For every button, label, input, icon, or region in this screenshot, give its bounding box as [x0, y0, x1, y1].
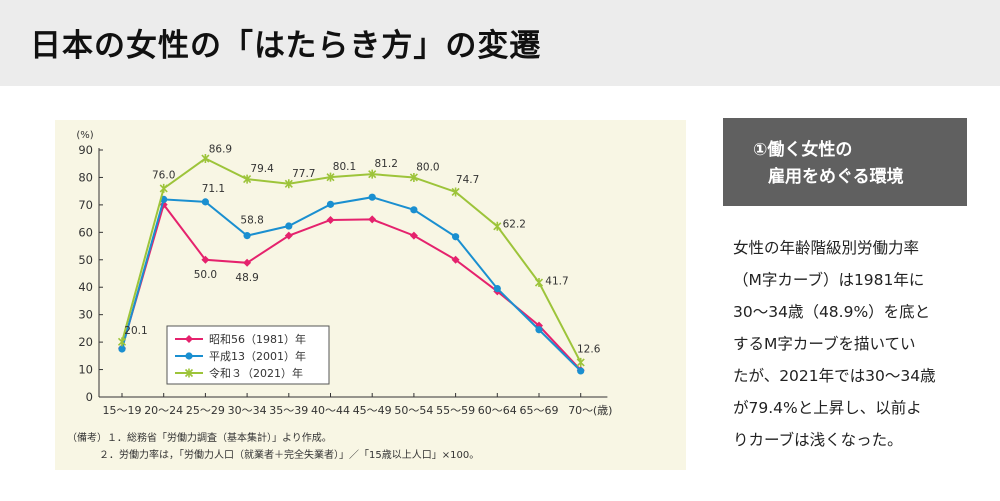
description-line: 30〜34歳（48.9%）を底と — [733, 303, 931, 321]
data-point — [576, 357, 585, 367]
y-tick-label: 50 — [78, 253, 93, 267]
data-point — [243, 258, 252, 267]
section-heading-line2: 雇用をめぐる環境 — [768, 167, 904, 187]
data-label: 41.7 — [545, 276, 568, 288]
y-tick-label: 60 — [78, 225, 93, 239]
y-tick-label: 30 — [78, 308, 93, 322]
series-line — [121, 157, 582, 363]
line-chart: 0 10 20 30 40 50 60 70 80 90 (%) 15～19 20～24 25～29 30～… — [76, 130, 613, 417]
x-tick-label: 30～34 — [228, 404, 267, 417]
data-point — [185, 335, 193, 343]
y-tick-label: 70 — [78, 198, 93, 212]
description-line: （M字カーブ）は1981年に — [733, 271, 925, 289]
x-tick-label: 45～49 — [353, 404, 392, 417]
x-tick-label: 40～44 — [311, 404, 350, 417]
data-point — [284, 231, 293, 240]
y-tick-label: 0 — [86, 390, 93, 404]
y-tick-label: 80 — [78, 170, 93, 184]
x-tick-label: 35～39 — [269, 404, 308, 417]
data-point — [201, 154, 210, 164]
data-label: 86.9 — [209, 144, 232, 156]
series-1: 71.1 58.8 — [118, 183, 585, 375]
description-line: たが、2021年では30〜34歳 — [733, 367, 936, 385]
y-axis-unit: (%) — [76, 130, 93, 141]
data-point — [409, 231, 418, 240]
data-point — [201, 198, 209, 206]
data-label: 48.9 — [235, 272, 258, 284]
x-tick-label: 25～29 — [186, 404, 225, 417]
data-point — [201, 255, 210, 264]
y-tick-label: 40 — [78, 280, 93, 294]
data-point — [285, 222, 293, 230]
data-point — [368, 169, 377, 179]
data-point — [284, 179, 293, 189]
data-point — [451, 187, 460, 197]
x-tick-label: 20～24 — [144, 404, 183, 417]
data-label: 58.8 — [240, 215, 263, 227]
data-point — [451, 255, 460, 264]
data-point — [326, 200, 335, 208]
data-point — [159, 183, 168, 193]
description-text: 女性の年齢階級別労働力率 （M字カーブ）は1981年に 30〜34歳（48.9%… — [733, 232, 973, 456]
data-point — [577, 367, 585, 375]
series-line — [121, 196, 582, 372]
y-tick-label: 20 — [78, 335, 93, 349]
data-label: 81.2 — [375, 158, 398, 170]
description-line: するM字カーブを描いてい — [733, 335, 916, 353]
description-line: りカーブは浅くなった。 — [733, 431, 903, 449]
data-point — [118, 345, 126, 353]
data-label: 80.0 — [416, 161, 439, 173]
data-point — [326, 172, 335, 182]
data-point — [534, 278, 544, 288]
header-bar: 日本の女性の「はたらき方」の変遷 — [0, 0, 1000, 86]
description-line: 女性の年齢階級別労働力率 — [733, 239, 920, 257]
x-tick-label: 60～64 — [478, 404, 517, 417]
data-label: 79.4 — [250, 163, 274, 175]
legend-label: 昭和56（1981）年 — [209, 332, 306, 346]
x-tick-label: 70～ — [568, 404, 593, 417]
data-point — [326, 215, 335, 224]
data-point — [368, 193, 376, 201]
page-title: 日本の女性の「はたらき方」の変遷 — [30, 28, 542, 64]
data-point — [493, 221, 502, 231]
data-label: 74.7 — [456, 174, 479, 186]
data-point — [535, 326, 543, 334]
data-point — [409, 172, 418, 182]
y-tick-label: 10 — [78, 363, 93, 377]
legend-label: 令和３（2021）年 — [209, 366, 303, 380]
data-point — [184, 368, 194, 378]
data-point — [243, 174, 252, 184]
section-heading-line1: ①働く女性の — [753, 140, 853, 160]
data-label: 62.2 — [503, 218, 526, 230]
legend-label: 平成13（2001）年 — [209, 349, 306, 363]
series-2: 20.1 76.0 86.9 79.4 77.7 80.1 81.2 80.0 74.7 62.2… — [117, 144, 601, 367]
data-point — [117, 337, 127, 347]
data-point — [410, 206, 418, 214]
data-label: 12.6 — [577, 343, 601, 355]
x-tick-label: 15～19 — [103, 404, 142, 417]
section-heading-box: ①働く女性の 雇用をめぐる環境 — [723, 118, 967, 206]
chart-panel: 0 10 20 30 40 50 60 70 80 90 (%) 15～19 20～24 25～29 30～… — [55, 120, 686, 470]
data-label: 71.1 — [202, 183, 225, 195]
x-tick-label: 65～69 — [520, 404, 559, 417]
data-point — [452, 233, 460, 241]
y-tick-label: 90 — [78, 143, 93, 157]
data-label: 77.7 — [292, 168, 315, 180]
data-label: 50.0 — [194, 269, 217, 281]
data-point — [368, 215, 377, 224]
data-point — [185, 352, 193, 360]
data-label: 80.1 — [333, 161, 356, 173]
data-label: 76.0 — [152, 169, 175, 181]
x-axis-unit: (歳) — [593, 404, 613, 417]
data-point — [493, 284, 501, 293]
x-tick-label: 55～59 — [436, 404, 475, 417]
data-point — [243, 232, 251, 240]
x-tick-label: 50～54 — [394, 404, 433, 417]
note-line-2: ２．労働力率は，「労働力人口（就業者＋完全失業者）」／「15歳以上人口」×100… — [99, 450, 480, 461]
data-label: 20.1 — [124, 325, 147, 337]
description-line: が79.4%と上昇し、以前よ — [733, 399, 922, 417]
series-line — [121, 202, 582, 371]
note-line-1: （備考）１．総務省「労働力調査（基本集計）」より作成。 — [67, 433, 332, 444]
